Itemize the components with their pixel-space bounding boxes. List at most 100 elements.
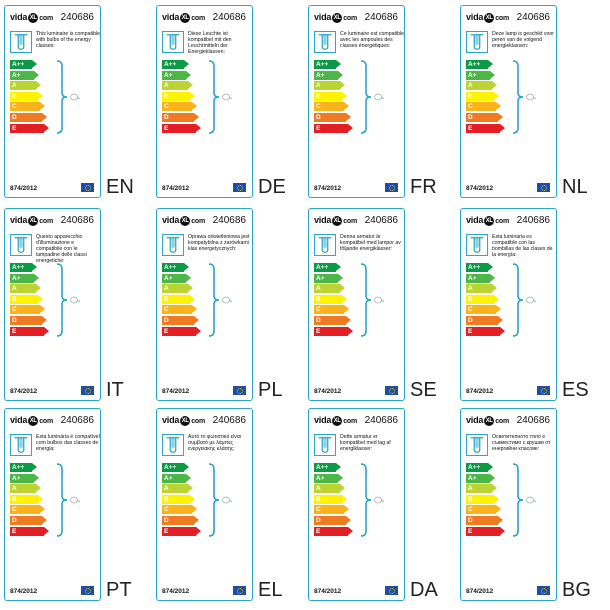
compatibility-text: Diese Leuchte ist kompatibel mit den Leu… bbox=[188, 31, 232, 55]
energy-scale: A++ A+ A B C D E bbox=[162, 60, 202, 134]
energy-class-bar: C bbox=[314, 102, 349, 112]
energy-class-bar: B bbox=[162, 294, 195, 304]
brace-icon bbox=[207, 60, 221, 134]
label-card: vida XL com 240686 Αυτό το φωτιστικό είναι… bbox=[156, 408, 253, 601]
product-code: 240686 bbox=[516, 215, 550, 226]
bulb-icon bbox=[221, 495, 233, 505]
brace-icon bbox=[511, 60, 525, 134]
energy-class-bar: A bbox=[10, 81, 41, 91]
energy-class-bar: A bbox=[162, 81, 193, 91]
energy-label-fr: vida XL com 240686 Ce luminaire est compat… bbox=[306, 2, 458, 202]
energy-class-bar: B bbox=[10, 294, 43, 304]
bulb-icon bbox=[373, 295, 385, 305]
energy-class-bar: B bbox=[10, 494, 43, 504]
energy-class-bar: C bbox=[162, 102, 197, 112]
energy-class-bar: A++ bbox=[162, 463, 189, 472]
energy-scale: A++ A+ A B C D E bbox=[466, 60, 506, 134]
energy-class-bar: D bbox=[162, 315, 199, 325]
brand-logo: vida XL com bbox=[10, 12, 54, 23]
eu-flag-icon bbox=[537, 386, 550, 395]
energy-class-bar: B bbox=[314, 494, 347, 504]
energy-class-bar: A bbox=[162, 484, 193, 494]
energy-class-bar: A++ bbox=[466, 263, 493, 272]
ceiling-lamp-icon bbox=[162, 234, 184, 256]
energy-class-bar: A+ bbox=[466, 473, 495, 483]
energy-label-pl: vida XL com 240686 Oprawa oświetleniowa je… bbox=[154, 205, 306, 405]
brand-logo: vida XL com bbox=[466, 12, 510, 23]
regulation-number: 874/2012 bbox=[466, 185, 494, 192]
product-code: 240686 bbox=[364, 215, 398, 226]
energy-class-bar: A++ bbox=[314, 463, 341, 472]
energy-class-bar: A bbox=[466, 284, 497, 294]
energy-class-bar: C bbox=[466, 505, 501, 515]
energy-class-bar: C bbox=[10, 305, 45, 315]
energy-scale: A++ A+ A B C D E bbox=[162, 463, 202, 537]
label-card: vida XL com 240686 Dette armatur er kompat… bbox=[308, 408, 405, 601]
energy-class-bar: E bbox=[10, 123, 49, 133]
compatibility-text: Dette armatur er kompatibel med lag af e… bbox=[340, 434, 391, 452]
ceiling-lamp-icon bbox=[466, 31, 488, 53]
eu-flag-icon bbox=[233, 586, 246, 595]
energy-class-bar: E bbox=[314, 326, 353, 336]
energy-class-bar: A++ bbox=[314, 60, 341, 69]
energy-class-bar: E bbox=[162, 123, 201, 133]
regulation-number: 874/2012 bbox=[10, 588, 38, 595]
energy-scale: A++ A+ A B C D E bbox=[314, 263, 354, 337]
bulb-icon bbox=[69, 295, 81, 305]
language-code: IT bbox=[106, 379, 124, 401]
label-card: vida XL com 240686 Denna armatur är kompat… bbox=[308, 208, 405, 401]
energy-class-bar: A++ bbox=[10, 60, 37, 69]
energy-label-pt: vida XL com 240686 Esta luminária é compat… bbox=[2, 405, 154, 605]
ceiling-lamp-icon bbox=[314, 234, 336, 256]
energy-class-bar: B bbox=[10, 91, 43, 101]
energy-label-en: vida XL com 240686 This luminaire is compa… bbox=[2, 2, 154, 202]
energy-class-bar: A bbox=[314, 484, 345, 494]
product-code: 240686 bbox=[364, 12, 398, 23]
regulation-number: 874/2012 bbox=[314, 388, 342, 395]
compatibility-text: Ce luminaire est compatible avec les amp… bbox=[340, 31, 405, 49]
energy-class-bar: A++ bbox=[466, 463, 493, 472]
product-code: 240686 bbox=[60, 215, 94, 226]
energy-class-bar: B bbox=[162, 494, 195, 504]
energy-class-bar: D bbox=[10, 315, 47, 325]
energy-scale: A++ A+ A B C D E bbox=[10, 463, 50, 537]
energy-class-bar: D bbox=[162, 112, 199, 122]
regulation-number: 874/2012 bbox=[466, 388, 494, 395]
energy-class-bar: A bbox=[314, 81, 345, 91]
energy-label-el: vida XL com 240686 Αυτό το φωτιστικό είναι… bbox=[154, 405, 306, 605]
bulb-icon bbox=[525, 92, 537, 102]
energy-class-bar: B bbox=[162, 91, 195, 101]
energy-class-bar: C bbox=[10, 102, 45, 112]
eu-flag-icon bbox=[81, 183, 94, 192]
energy-class-bar: E bbox=[466, 526, 505, 536]
energy-class-bar: D bbox=[466, 112, 503, 122]
energy-class-bar: E bbox=[10, 526, 49, 536]
energy-class-bar: D bbox=[466, 315, 503, 325]
language-code: PT bbox=[106, 579, 132, 601]
energy-class-bar: A++ bbox=[10, 463, 37, 472]
regulation-number: 874/2012 bbox=[162, 588, 190, 595]
language-code: DE bbox=[258, 176, 286, 198]
regulation-number: 874/2012 bbox=[466, 588, 494, 595]
brand-logo: vida XL com bbox=[162, 12, 206, 23]
brace-icon bbox=[55, 463, 69, 537]
energy-class-bar: A bbox=[10, 484, 41, 494]
regulation-number: 874/2012 bbox=[314, 588, 342, 595]
label-card: vida XL com 240686 This luminaire is compa… bbox=[4, 5, 101, 198]
bulb-icon bbox=[525, 295, 537, 305]
energy-class-bar: E bbox=[314, 526, 353, 536]
energy-class-bar: E bbox=[466, 326, 505, 336]
compatibility-text: Esta luminária é compatível com bulbos d… bbox=[36, 434, 100, 452]
compatibility-text: Esta luminaria es compatible con las bom… bbox=[492, 234, 553, 258]
energy-class-bar: C bbox=[162, 505, 197, 515]
energy-class-bar: A+ bbox=[10, 473, 39, 483]
compatibility-text: Oprawa oświetleniowa jest kompatybilna z… bbox=[188, 234, 250, 252]
energy-class-bar: A+ bbox=[162, 273, 191, 283]
brace-icon bbox=[511, 263, 525, 337]
label-card: vida XL com 240686 Deze lamp is geschikt v… bbox=[460, 5, 557, 198]
product-code: 240686 bbox=[60, 415, 94, 426]
ceiling-lamp-icon bbox=[314, 31, 336, 53]
energy-scale: A++ A+ A B C D E bbox=[314, 60, 354, 134]
energy-scale: A++ A+ A B C D E bbox=[10, 60, 50, 134]
energy-class-bar: A++ bbox=[314, 263, 341, 272]
